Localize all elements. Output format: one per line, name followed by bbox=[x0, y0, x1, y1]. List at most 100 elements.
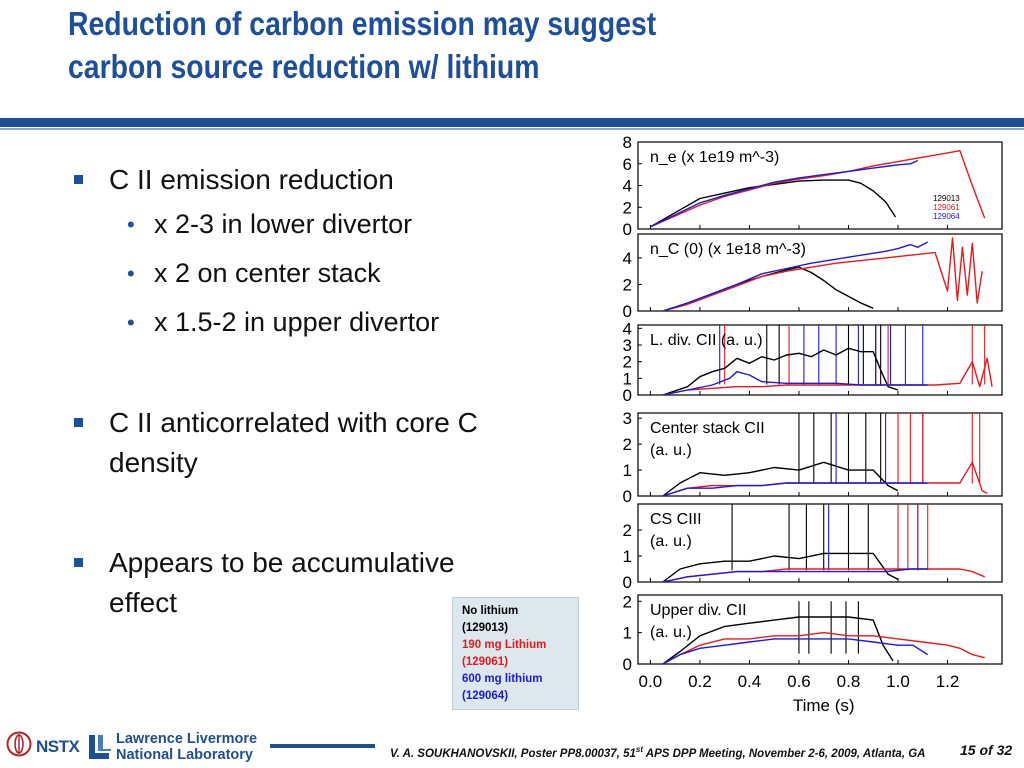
y-tick-label: 1 bbox=[623, 461, 632, 480]
panel-frame bbox=[637, 412, 1003, 497]
footer-citation: V. A. SOUKHANOVSKII, Poster PP8.00037, 5… bbox=[390, 745, 950, 760]
y-tick-label: 0 bbox=[623, 573, 632, 592]
y-tick-label: 4 bbox=[623, 177, 632, 196]
chart-panel: 0 2 4 n_C (0) (x 1e18 m^-3) bbox=[623, 233, 1003, 321]
bullet-square-icon bbox=[74, 175, 83, 184]
sub-bullet-text: x 1.5-2 in upper divertor bbox=[154, 307, 440, 337]
trace-129013 bbox=[662, 552, 899, 582]
trace-129064 bbox=[662, 482, 928, 496]
trace-129013 bbox=[650, 179, 897, 228]
bullet-item: Appears to be accumulative effect bbox=[72, 543, 592, 623]
x-tick-label: 1.2 bbox=[936, 672, 960, 691]
panel-traces bbox=[650, 150, 986, 228]
x-tick-label: 1.0 bbox=[886, 672, 910, 691]
panel-traces bbox=[662, 413, 988, 496]
llnl-logo-icon bbox=[89, 735, 111, 759]
y-tick-label: 1 bbox=[623, 369, 632, 388]
x-axis-label: Time (s) bbox=[793, 696, 855, 715]
bullet-square-icon bbox=[74, 558, 83, 567]
panel-label: CS CIII bbox=[650, 511, 702, 528]
lab-name-line2: National Laboratory bbox=[116, 747, 253, 763]
nstx-wordmark: NSTX bbox=[36, 737, 80, 756]
bullet-square-icon bbox=[74, 418, 83, 427]
y-tick-label: 1 bbox=[623, 624, 632, 643]
panel-frame bbox=[637, 324, 1003, 396]
bullet-text: C II emission reduction bbox=[109, 164, 394, 195]
legend-entry: 129061 bbox=[933, 203, 960, 212]
panel-traces bbox=[662, 325, 993, 395]
sub-bullet-text: x 2 on center stack bbox=[154, 258, 381, 288]
panel-frame bbox=[637, 503, 1003, 583]
sub-bullet-item: • x 2-3 in lower divertor bbox=[72, 200, 592, 249]
footer-citation-post: APS DPP Meeting, November 2-6, 2009, Atl… bbox=[643, 747, 926, 760]
trace-129013 bbox=[662, 461, 899, 496]
trace-129061 bbox=[662, 631, 985, 664]
legend-red-shot: (129061) bbox=[462, 656, 509, 668]
footer-citation-pre: V. A. SOUKHANOVSKII, Poster PP8.00037, 5… bbox=[390, 747, 636, 760]
y-tick-label: 4 bbox=[623, 249, 632, 268]
y-tick-label: 2 bbox=[623, 521, 632, 540]
legend-entry: 129064 bbox=[933, 212, 960, 221]
lab-name-line1: Lawrence Livermore bbox=[116, 731, 258, 747]
panel-label: (a. u.) bbox=[650, 442, 692, 459]
bullet-dot-icon: • bbox=[127, 310, 135, 335]
trace-129013 bbox=[662, 347, 899, 395]
trace-129061 bbox=[662, 461, 988, 496]
y-tick-label: 3 bbox=[623, 336, 632, 355]
legend-entry: 129013 bbox=[933, 194, 960, 203]
legend-blue-label: 600 mg lithium bbox=[462, 673, 543, 685]
trace-129064 bbox=[662, 638, 929, 664]
slide-title: Reduction of carbon emission may suggest… bbox=[68, 2, 842, 88]
title-rule bbox=[0, 118, 1024, 127]
y-tick-label: 6 bbox=[623, 155, 632, 174]
panel-label: (a. u.) bbox=[650, 533, 692, 550]
lab-name: Lawrence Livermore National Laboratory bbox=[116, 731, 257, 763]
bullet-list: C II emission reduction • x 2-3 in lower… bbox=[72, 160, 592, 623]
y-tick-label: 2 bbox=[623, 198, 632, 217]
panel-traces bbox=[662, 504, 985, 582]
y-tick-label: 2 bbox=[623, 353, 632, 372]
legend-red-label: 190 mg Lithium bbox=[462, 639, 547, 651]
legend-black-label: No lithium bbox=[462, 605, 519, 617]
bullet-text-line2: effect bbox=[109, 587, 177, 618]
bullet-text-line1: Appears to be accumulative bbox=[109, 547, 455, 578]
y-tick-label: 1 bbox=[623, 547, 632, 566]
legend-black-shot: (129013) bbox=[462, 622, 509, 634]
y-tick-label: 0 bbox=[623, 386, 632, 405]
x-tick-label: 0.4 bbox=[738, 672, 762, 691]
x-tick-label: 0.2 bbox=[688, 672, 712, 691]
y-tick-label: 2 bbox=[623, 275, 632, 294]
panel-frame bbox=[637, 594, 1003, 665]
y-tick-label: 0 bbox=[623, 487, 632, 506]
y-tick-label: 2 bbox=[623, 592, 632, 611]
bullet-item: C II emission reduction bbox=[72, 160, 592, 200]
bullet-text-line1: C II anticorrelated with core C bbox=[109, 407, 478, 438]
trace-129061 bbox=[662, 237, 983, 311]
title-rule-thin bbox=[0, 128, 1024, 130]
chart-panel: 0 1 2 3 Center stack CII (a. u.) bbox=[623, 409, 1003, 506]
sub-bullet-item: • x 1.5-2 in upper divertor bbox=[72, 298, 592, 347]
panel-label: (a. u.) bbox=[650, 624, 692, 641]
y-tick-label: 8 bbox=[623, 133, 632, 152]
shot-legend-box: No lithium (129013) 190 mg Lithium (1290… bbox=[452, 597, 579, 710]
chart-panel: 0 1 2 Upper div. CII (a. u.) bbox=[623, 592, 1003, 674]
y-tick-label: 3 bbox=[623, 409, 632, 428]
y-tick-label: 2 bbox=[623, 435, 632, 454]
y-tick-label: 0 bbox=[623, 302, 632, 321]
y-tick-label: 0 bbox=[623, 220, 632, 239]
trace-129061 bbox=[662, 357, 993, 395]
sub-bullet-text: x 2-3 in lower divertor bbox=[154, 209, 413, 239]
panel-label: Upper div. CII bbox=[650, 602, 747, 619]
slide-title-line2: carbon source reduction w/ lithium bbox=[68, 48, 540, 85]
bullet-dot-icon: • bbox=[127, 261, 135, 286]
sub-bullet-item: • x 2 on center stack bbox=[72, 249, 592, 298]
trace-129064 bbox=[662, 370, 928, 395]
y-tick-label: 4 bbox=[623, 319, 632, 338]
slide-title-line1: Reduction of carbon emission may suggest bbox=[68, 5, 657, 42]
panel-frame bbox=[637, 233, 1003, 312]
panel-label: n_C (0) (x 1e18 m^-3) bbox=[650, 241, 806, 258]
trace-129013 bbox=[662, 616, 894, 664]
